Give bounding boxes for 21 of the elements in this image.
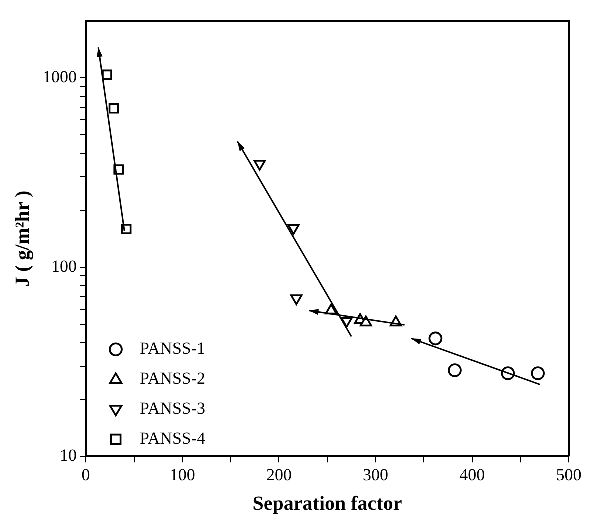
legend-label: PANSS-2 [140,369,206,388]
point [102,70,112,80]
y-axis-title: J ( g/m²hr ) [12,190,34,287]
y-tick-label: 100 [52,256,77,276]
x-tick-label: 400 [460,465,486,484]
y-tick-label: 10 [60,446,77,466]
point [254,160,266,171]
point [108,104,120,114]
point [448,364,462,378]
x-tick-label: 0 [82,465,90,484]
point [428,332,443,346]
legend-label: PANSS-1 [140,339,206,358]
x-tick-label: 200 [266,465,292,484]
x-tick-label: 100 [170,465,196,484]
x-axis-title: Separation factor [252,493,402,516]
x-tick-label: 300 [363,465,389,484]
x-tick-label: 500 [556,465,582,484]
y-tick-label: 1000 [43,68,77,87]
legend-label: PANSS-4 [140,429,206,448]
point [531,366,545,380]
legend-label: PANSS-3 [140,399,206,418]
